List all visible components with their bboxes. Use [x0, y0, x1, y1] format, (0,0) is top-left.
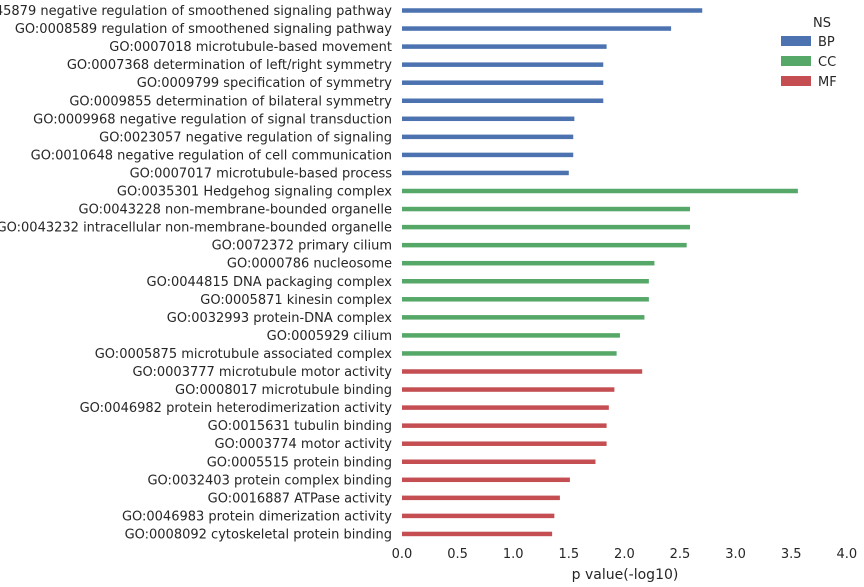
bar-mf-28: [402, 513, 555, 519]
x-tick-label: 1.5: [558, 547, 579, 562]
category-label: GO:0010648 negative regulation of cell c…: [31, 148, 392, 163]
category-label: GO:0005929 cilium: [267, 329, 392, 344]
category-label: GO:0046983 protein dimerization activity: [122, 509, 392, 524]
category-label: GO:0007018 microtubule-based movement: [109, 40, 392, 55]
category-label: GO:0005515 protein binding: [207, 455, 392, 470]
category-label: GO:0032403 protein complex binding: [147, 473, 392, 488]
bar-bp-1: [402, 26, 672, 31]
x-axis-ticks-group: 0.0 0.5 1.0 1.5 2.0 2.5 3.0 3.5 4.0: [392, 547, 857, 562]
legend-label-cc: CC: [818, 55, 836, 70]
category-label: GO:0015631 tubulin binding: [208, 419, 392, 434]
bar-cc-10: [402, 188, 798, 194]
x-tick-label: 3.5: [781, 547, 802, 562]
x-tick-label: 3.0: [725, 547, 746, 562]
category-label: GO:0046982 protein heterodimerization ac…: [80, 401, 393, 416]
category-label: GO:0016887 ATPase activity: [208, 491, 393, 506]
category-label: GO:0045879 negative regulation of smooth…: [0, 4, 392, 19]
category-label: GO:0007017 microtubule-based process: [130, 166, 393, 181]
bar-cc-17: [402, 315, 645, 320]
legend: NS BP CC MF: [781, 16, 837, 90]
bar-bp-9: [402, 170, 569, 176]
bar-cc-14: [402, 260, 655, 266]
bar-bp-3: [402, 62, 604, 67]
bar-cc-19: [402, 351, 617, 356]
category-label: GO:0044815 DNA packaging complex: [147, 275, 393, 290]
category-label: GO:0009855 determination of bilateral sy…: [69, 94, 392, 109]
legend-entries: BP CC MF: [781, 35, 837, 90]
x-tick-label: 2.0: [614, 547, 635, 562]
x-tick-label: 1.0: [503, 547, 524, 562]
category-label: GO:0003774 motor activity: [214, 437, 392, 452]
bar-bp-8: [402, 152, 574, 158]
bar-mf-29: [402, 531, 553, 537]
category-label: GO:0072372 primary cilium: [212, 239, 392, 254]
bar-bp-0: [402, 8, 703, 13]
bar-cc-18: [402, 333, 620, 338]
category-label: GO:0035301 Hedgehog signaling complex: [117, 185, 392, 200]
bar-mf-20: [402, 369, 643, 374]
category-label: GO:0032993 protein-DNA complex: [167, 311, 393, 326]
bar-bp-6: [402, 116, 575, 122]
legend-label-mf: MF: [818, 75, 837, 90]
x-tick-label: 0.0: [392, 547, 413, 562]
category-label: GO:0043232 intracellular non-membrane-bo…: [0, 221, 392, 236]
bar-cc-12: [402, 224, 691, 230]
category-label: GO:0008017 microtubule binding: [175, 383, 392, 398]
legend-title: NS: [813, 16, 831, 31]
bar-bp-2: [402, 44, 607, 49]
x-tick-label: 4.0: [836, 547, 857, 562]
x-tick-label: 0.5: [447, 547, 468, 562]
x-axis-title: p value(-log10): [572, 567, 679, 583]
legend-label-bp: BP: [818, 35, 835, 50]
bar-mf-24: [402, 441, 607, 446]
legend-swatch-bp: [781, 36, 811, 46]
category-label: GO:0043228 non-membrane-bounded organell…: [79, 203, 393, 218]
category-label: GO:0009968 negative regulation of signal…: [33, 112, 392, 127]
bar-mf-21: [402, 387, 615, 392]
category-label: GO:0005875 microtubule associated comple…: [95, 347, 393, 362]
category-label: GO:0008092 cytoskeletal protein binding: [125, 527, 392, 542]
bar-mf-22: [402, 405, 609, 410]
legend-swatch-cc: [781, 56, 811, 66]
bar-mf-26: [402, 477, 570, 483]
bar-mf-23: [402, 423, 607, 428]
bar-cc-13: [402, 242, 687, 248]
category-label: GO:0000786 nucleosome: [227, 257, 392, 272]
bar-bp-7: [402, 134, 574, 140]
bar-cc-16: [402, 297, 649, 302]
category-labels-group: GO:0045879 negative regulation of smooth…: [0, 4, 392, 542]
x-tick-label: 2.5: [670, 547, 691, 562]
bars-group: [402, 8, 798, 537]
bar-cc-15: [402, 279, 649, 284]
category-label: GO:0008589 regulation of smoothened sign…: [15, 22, 392, 37]
bar-bp-5: [402, 98, 604, 103]
legend-swatch-mf: [781, 76, 811, 86]
category-label: GO:0003777 microtubule motor activity: [132, 365, 392, 380]
category-label: GO:0023057 negative regulation of signal…: [99, 130, 392, 145]
bar-mf-25: [402, 459, 596, 464]
category-label: GO:0009799 specification of symmetry: [137, 76, 393, 91]
bar-bp-4: [402, 80, 604, 85]
bar-cc-11: [402, 206, 691, 212]
category-label: GO:0005871 kinesin complex: [200, 293, 392, 308]
category-label: GO:0007368 determination of left/right s…: [67, 58, 392, 73]
bar-mf-27: [402, 495, 560, 501]
